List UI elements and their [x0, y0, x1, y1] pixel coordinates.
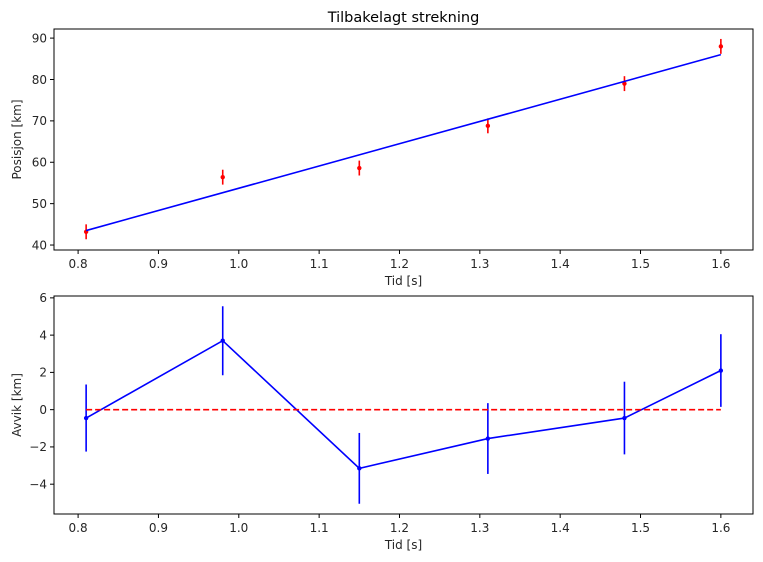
x-tick-label: 1.1 — [310, 521, 329, 535]
x-tick-label: 0.8 — [69, 521, 88, 535]
y-axis-label: Avvik [km] — [10, 373, 24, 437]
x-axis-label: Tid [s] — [384, 538, 422, 552]
data-point — [357, 165, 362, 171]
data-point — [718, 44, 724, 49]
y-tick-label: 50 — [32, 197, 47, 211]
y-tick-label: 6 — [39, 291, 47, 305]
series-1 — [83, 38, 724, 240]
data-point — [220, 174, 225, 180]
plot-frame — [53, 28, 754, 251]
data-point — [622, 81, 627, 86]
x-axis-label: Tid [s] — [384, 274, 422, 288]
x-tick-label: 1.0 — [229, 521, 248, 535]
x-tick-label: 1.3 — [470, 257, 489, 271]
y-tick-label: 70 — [32, 114, 47, 128]
x-tick-label: 0.9 — [149, 521, 168, 535]
x-tick-label: 1.6 — [711, 257, 730, 271]
x-tick-label: 1.4 — [551, 257, 570, 271]
y-tick-label: −4 — [29, 477, 47, 491]
residual-line — [85, 339, 722, 470]
series-2 — [85, 53, 722, 232]
data-point — [220, 338, 225, 343]
series-1 — [83, 306, 724, 504]
y-tick-label: 80 — [32, 73, 47, 87]
y-tick-label: 2 — [39, 366, 47, 380]
x-tick-label: 1.3 — [470, 521, 489, 535]
y-tick-label: 90 — [32, 31, 47, 45]
x-tick-label: 1.6 — [711, 521, 730, 535]
y-tick-label: −2 — [29, 440, 47, 454]
y-axis-label: Posisjon [km] — [10, 99, 24, 179]
chart-title: Tilbakelagt strekning — [327, 10, 480, 26]
x-tick-label: 1.2 — [390, 257, 409, 271]
data-point — [83, 415, 89, 421]
plot-frame — [53, 295, 754, 515]
data-point — [485, 123, 491, 129]
x-tick-label: 1.4 — [551, 521, 570, 535]
fit-line — [85, 53, 722, 232]
data-point — [622, 415, 627, 421]
x-tick-label: 1.2 — [390, 521, 409, 535]
data-point — [485, 436, 491, 441]
y-tick-label: 4 — [39, 328, 47, 342]
x-tick-label: 1.5 — [631, 257, 650, 271]
x-tick-label: 1.0 — [229, 257, 248, 271]
chart-panel-2: 0.8 0.9 1.0 1.1 1.2 1.3 1.4 1.5 1.6 −4 −2 0 2 4 6 Tid [… — [10, 291, 754, 552]
y-tick-label: 40 — [32, 238, 47, 252]
x-tick-label: 1.1 — [310, 257, 329, 271]
x-tick-label: 0.9 — [149, 257, 168, 271]
x-tick-label: 0.8 — [69, 257, 88, 271]
y-tick-label: 0 — [39, 403, 47, 417]
data-point — [357, 466, 362, 471]
x-tick-label: 1.5 — [631, 521, 650, 535]
data-point — [718, 368, 724, 373]
chart-panel-1: Tilbakelagt strekning 0.8 0.9 1.0 1.1 1.2 1.3 1… — [10, 10, 754, 288]
y-tick-label: 60 — [32, 156, 47, 170]
